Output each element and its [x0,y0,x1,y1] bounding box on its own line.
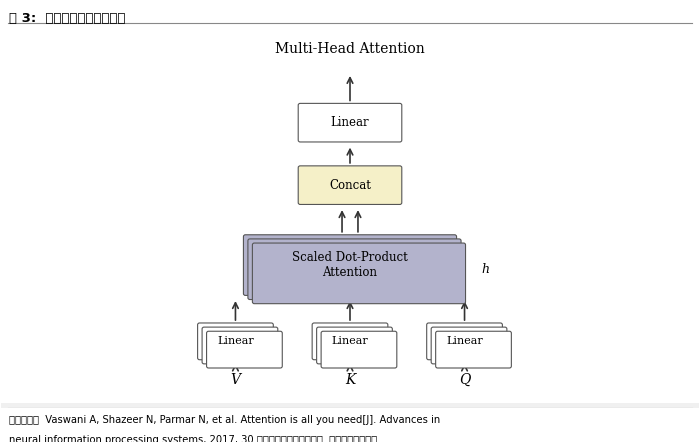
Text: V: V [230,373,241,387]
FancyBboxPatch shape [253,243,466,304]
FancyBboxPatch shape [298,103,402,142]
Text: Scaled Dot-Product
Attention: Scaled Dot-Product Attention [292,251,408,279]
FancyBboxPatch shape [316,327,392,364]
FancyBboxPatch shape [312,323,388,360]
FancyBboxPatch shape [298,166,402,205]
Text: K: K [345,373,355,387]
Text: Linear: Linear [217,336,254,347]
Text: neural information processing systems, 2017, 30.，广发证券发展研究中心  广发金融工程研究: neural information processing systems, 2… [9,435,377,442]
Text: Linear: Linear [330,116,370,129]
Text: Concat: Concat [329,179,371,192]
FancyBboxPatch shape [431,327,507,364]
Text: 图 3:  多头注意力机制结构图: 图 3: 多头注意力机制结构图 [9,12,126,25]
FancyBboxPatch shape [197,323,273,360]
FancyBboxPatch shape [244,235,456,295]
FancyBboxPatch shape [202,327,278,364]
Text: h: h [482,263,489,276]
Text: 资料来源：  Vaswani A, Shazeer N, Parmar N, et al. Attention is all you need[J]. Adva: 资料来源： Vaswani A, Shazeer N, Parmar N, et… [9,415,440,425]
FancyBboxPatch shape [435,331,512,368]
FancyBboxPatch shape [248,239,461,300]
Bar [1,403,699,442]
FancyBboxPatch shape [427,323,503,360]
Text: Q: Q [459,373,470,387]
FancyBboxPatch shape [321,331,397,368]
Text: Multi-Head Attention: Multi-Head Attention [275,42,425,56]
Text: Linear: Linear [332,336,368,347]
FancyBboxPatch shape [206,331,282,368]
Text: Linear: Linear [446,336,483,347]
